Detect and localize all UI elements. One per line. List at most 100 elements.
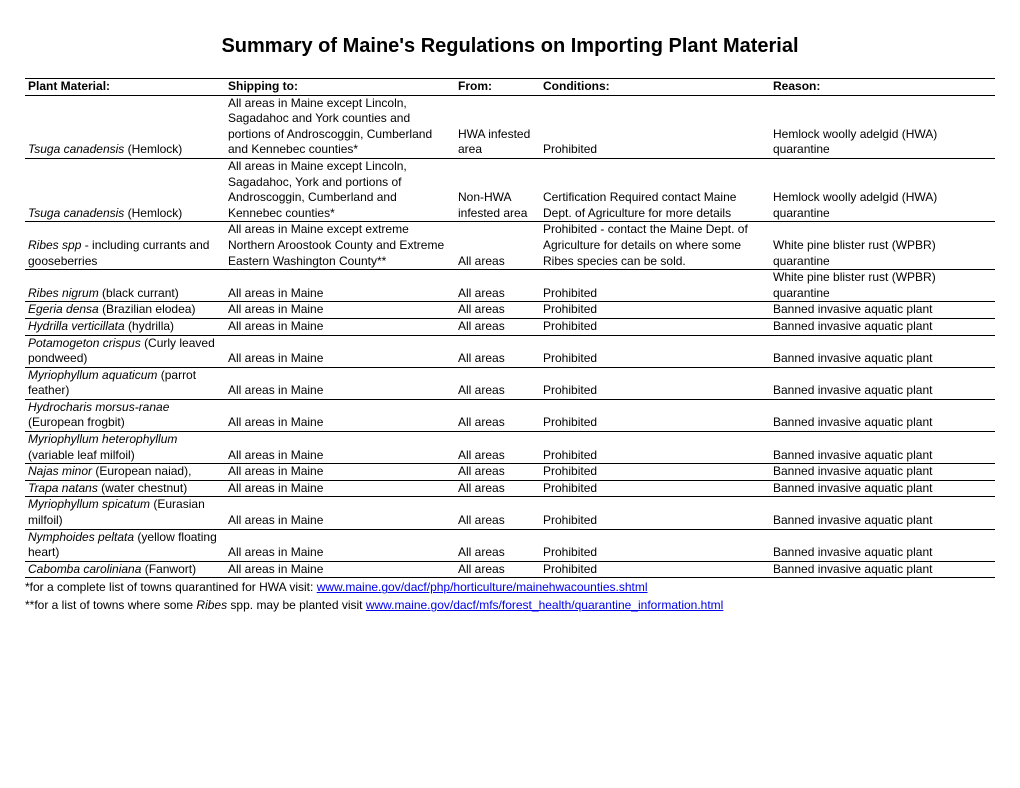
cell-from: All areas <box>455 497 540 529</box>
cell-reason: Banned invasive aquatic plant <box>770 367 995 399</box>
cell-conditions: Prohibited <box>540 432 770 464</box>
footnote-2-text-b: Ribes <box>196 598 230 612</box>
cell-shipping: All areas in Maine except Lincoln, Sagad… <box>225 95 455 158</box>
cell-reason: Banned invasive aquatic plant <box>770 399 995 431</box>
cell-from: All areas <box>455 335 540 367</box>
plant-common: (Brazilian elodea) <box>102 302 195 316</box>
cell-reason: Banned invasive aquatic plant <box>770 561 995 578</box>
cell-plant: Egeria densa (Brazilian elodea) <box>25 302 225 319</box>
cell-from: All areas <box>455 270 540 302</box>
plant-common: (water chestnut) <box>101 481 187 495</box>
cell-plant: Nymphoides peltata (yellow floating hear… <box>25 529 225 561</box>
plant-common: (variable leaf milfoil) <box>28 448 135 462</box>
plant-common: (black currant) <box>102 286 179 300</box>
cell-reason: White pine blister rust (WPBR) quarantin… <box>770 270 995 302</box>
plant-scientific: Trapa natans <box>28 481 101 495</box>
plant-scientific: Hydrocharis morsus-ranae <box>28 400 169 414</box>
table-header-row: Plant Material: Shipping to: From: Condi… <box>25 79 995 96</box>
col-from-header: From: <box>455 79 540 96</box>
footnote-1-text: *for a complete list of towns quarantine… <box>25 580 317 594</box>
cell-shipping: All areas in Maine <box>225 335 455 367</box>
cell-reason: White pine blister rust (WPBR) quarantin… <box>770 222 995 270</box>
cell-from: All areas <box>455 464 540 481</box>
table-row: Hydrilla verticillata (hydrilla)All area… <box>25 318 995 335</box>
cell-plant: Hydrocharis morsus-ranae (European frogb… <box>25 399 225 431</box>
col-ship-header: Shipping to: <box>225 79 455 96</box>
table-row: Cabomba caroliniana (Fanwort)All areas i… <box>25 561 995 578</box>
table-row: Tsuga canadensis (Hemlock) All areas in M… <box>25 158 995 221</box>
plant-common: (Hemlock) <box>124 206 182 220</box>
cell-conditions: Certification Required contact Maine Dep… <box>540 158 770 221</box>
plant-scientific: Tsuga canadensis <box>28 206 124 220</box>
cell-conditions: Prohibited <box>540 480 770 497</box>
cell-plant: Ribes spp - including currants and goose… <box>25 222 225 270</box>
plant-scientific: Ribes nigrum <box>28 286 102 300</box>
cell-from: All areas <box>455 480 540 497</box>
cell-conditions: Prohibited <box>540 335 770 367</box>
cell-shipping: All areas in Maine except Lincoln, Sagad… <box>225 158 455 221</box>
plant-common: (Fanwort) <box>141 562 196 576</box>
cell-conditions: Prohibited <box>540 302 770 319</box>
cell-reason: Hemlock woolly adelgid (HWA) quarantine <box>770 95 995 158</box>
table-row: Myriophyllum aquaticum (parrot feather)A… <box>25 367 995 399</box>
plant-scientific: Najas minor <box>28 464 95 478</box>
plant-scientific: Ribes spp <box>28 238 85 252</box>
plant-scientific: Myriophyllum spicatum <box>28 497 150 511</box>
cell-reason: Banned invasive aquatic plant <box>770 302 995 319</box>
plant-common: (hydrilla) <box>128 319 174 333</box>
cell-reason: Banned invasive aquatic plant <box>770 497 995 529</box>
table-row: Ribes nigrum (black currant)All areas in… <box>25 270 995 302</box>
cell-from: HWA infested area <box>455 95 540 158</box>
table-row: Potamogeton crispus (Curly leaved pondwe… <box>25 335 995 367</box>
footnote-1: *for a complete list of towns quarantine… <box>25 580 995 596</box>
cell-shipping: All areas in Maine except extreme Northe… <box>225 222 455 270</box>
cell-conditions: Prohibited <box>540 318 770 335</box>
cell-conditions: Prohibited <box>540 529 770 561</box>
cell-plant: Tsuga canadensis (Hemlock) <box>25 95 225 158</box>
plant-scientific: Potamogeton crispus <box>28 336 144 350</box>
cell-shipping: All areas in Maine <box>225 480 455 497</box>
plant-scientific: Myriophyllum aquaticum <box>28 368 157 382</box>
footnote-2-text-c: spp. may be planted visit <box>230 598 365 612</box>
plant-common: (European frogbit) <box>28 415 125 429</box>
cell-conditions: Prohibited <box>540 95 770 158</box>
cell-plant: Najas minor (European naiad), <box>25 464 225 481</box>
footnote-2: **for a list of towns where some Ribes s… <box>25 598 995 614</box>
cell-from: All areas <box>455 529 540 561</box>
table-row: Ribes spp - including currants and goose… <box>25 222 995 270</box>
cell-shipping: All areas in Maine <box>225 432 455 464</box>
plant-scientific: Cabomba caroliniana <box>28 562 141 576</box>
cell-conditions: Prohibited - contact the Maine Dept. of … <box>540 222 770 270</box>
cell-plant: Myriophyllum spicatum (Eurasian milfoil) <box>25 497 225 529</box>
table-row: Myriophyllum spicatum (Eurasian milfoil)… <box>25 497 995 529</box>
footnote-2-link[interactable]: www.maine.gov/dacf/mfs/forest_health/qua… <box>366 598 724 612</box>
cell-reason: Banned invasive aquatic plant <box>770 335 995 367</box>
cell-conditions: Prohibited <box>540 561 770 578</box>
cell-shipping: All areas in Maine <box>225 399 455 431</box>
cell-conditions: Prohibited <box>540 367 770 399</box>
cell-plant: Potamogeton crispus (Curly leaved pondwe… <box>25 335 225 367</box>
cell-conditions: Prohibited <box>540 497 770 529</box>
cell-conditions: Prohibited <box>540 270 770 302</box>
cell-shipping: All areas in Maine <box>225 529 455 561</box>
cell-from: All areas <box>455 399 540 431</box>
cell-shipping: All areas in Maine <box>225 367 455 399</box>
col-plant-header: Plant Material: <box>25 79 225 96</box>
cell-plant: Cabomba caroliniana (Fanwort) <box>25 561 225 578</box>
cell-reason: Banned invasive aquatic plant <box>770 480 995 497</box>
plant-scientific: Egeria densa <box>28 302 102 316</box>
cell-reason: Banned invasive aquatic plant <box>770 464 995 481</box>
cell-shipping: All areas in Maine <box>225 464 455 481</box>
table-row: Myriophyllum heterophyllum (variable lea… <box>25 432 995 464</box>
plant-common: (European naiad), <box>95 464 191 478</box>
cell-shipping: All areas in Maine <box>225 270 455 302</box>
cell-plant: Ribes nigrum (black currant) <box>25 270 225 302</box>
footnote-1-link[interactable]: www.maine.gov/dacf/php/horticulture/main… <box>317 580 648 594</box>
table-row: Hydrocharis morsus-ranae (European frogb… <box>25 399 995 431</box>
cell-conditions: Prohibited <box>540 464 770 481</box>
cell-from: All areas <box>455 367 540 399</box>
cell-from: All areas <box>455 222 540 270</box>
cell-from: Non-HWA infested area <box>455 158 540 221</box>
plant-common: (Hemlock) <box>124 142 182 156</box>
cell-reason: Banned invasive aquatic plant <box>770 318 995 335</box>
